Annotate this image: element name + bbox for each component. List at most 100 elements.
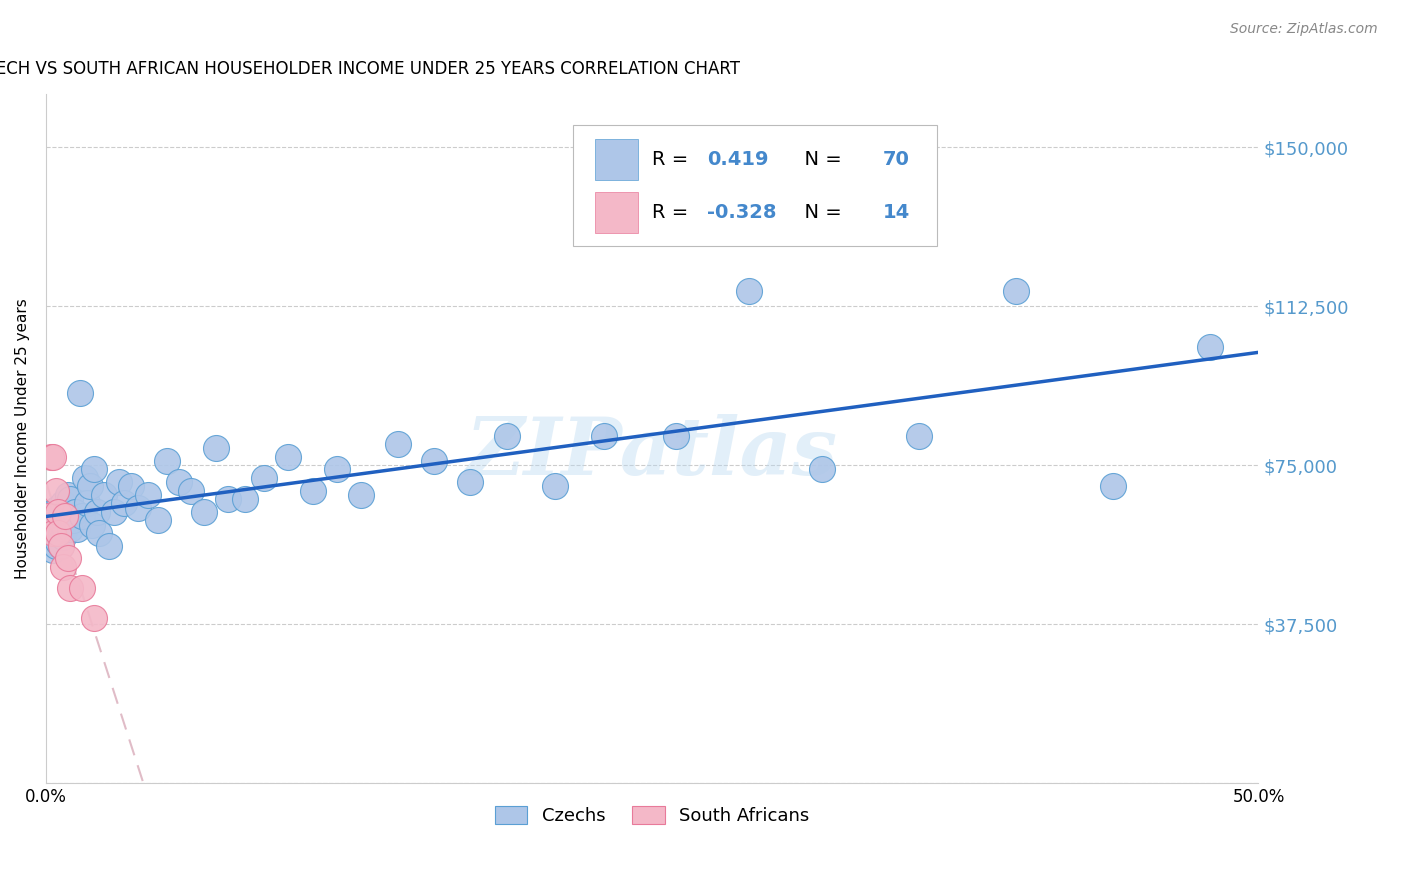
Point	[42, 526, 65, 541]
Point	[665, 428, 688, 442]
Point	[1102, 479, 1125, 493]
Point	[59, 581, 82, 595]
Point	[253, 471, 276, 485]
Point	[277, 450, 299, 464]
Point	[69, 386, 91, 401]
Point	[52, 496, 75, 510]
Point	[89, 526, 111, 541]
FancyBboxPatch shape	[595, 138, 638, 180]
FancyBboxPatch shape	[574, 126, 938, 246]
Point	[76, 496, 98, 510]
Point	[83, 462, 105, 476]
Point	[217, 492, 239, 507]
Point	[42, 543, 65, 558]
Point	[120, 479, 142, 493]
Point	[83, 611, 105, 625]
Point	[39, 534, 62, 549]
Point	[387, 437, 409, 451]
Point	[738, 285, 761, 299]
Point	[79, 479, 101, 493]
Point	[53, 509, 76, 524]
Point	[63, 505, 86, 519]
Point	[460, 475, 482, 490]
Point	[180, 483, 202, 498]
Text: 14: 14	[883, 202, 910, 222]
Point	[46, 500, 69, 515]
Point	[495, 428, 517, 442]
Point	[204, 442, 226, 456]
Point	[136, 488, 159, 502]
Legend: Czechs, South Africans: Czechs, South Africans	[488, 798, 817, 832]
Point	[46, 534, 69, 549]
Point	[49, 539, 72, 553]
Point	[423, 454, 446, 468]
Point	[80, 517, 103, 532]
Point	[127, 500, 149, 515]
Point	[39, 522, 62, 536]
Point	[49, 539, 72, 553]
Point	[49, 509, 72, 524]
Point	[156, 454, 179, 468]
Point	[72, 509, 94, 524]
Point	[59, 492, 82, 507]
Text: R =: R =	[652, 202, 695, 222]
Point	[45, 483, 67, 498]
Point	[86, 505, 108, 519]
Point	[93, 488, 115, 502]
Point	[45, 530, 67, 544]
Point	[193, 505, 215, 519]
Point	[46, 522, 69, 536]
Point	[53, 505, 76, 519]
Point	[56, 488, 79, 502]
Point	[233, 492, 256, 507]
Point	[45, 517, 67, 532]
Text: 70: 70	[883, 150, 910, 169]
Text: N =: N =	[792, 202, 848, 222]
Point	[1005, 285, 1028, 299]
Text: CZECH VS SOUTH AFRICAN HOUSEHOLDER INCOME UNDER 25 YEARS CORRELATION CHART: CZECH VS SOUTH AFRICAN HOUSEHOLDER INCOM…	[0, 60, 740, 78]
Text: N =: N =	[792, 150, 848, 169]
Point	[811, 462, 834, 476]
Point	[52, 560, 75, 574]
Point	[56, 551, 79, 566]
Point	[56, 509, 79, 524]
Point	[112, 496, 135, 510]
Point	[42, 450, 65, 464]
Point	[326, 462, 349, 476]
Point	[37, 509, 59, 524]
Point	[350, 488, 373, 502]
Point	[1199, 340, 1222, 354]
Point	[42, 505, 65, 519]
Point	[146, 513, 169, 527]
Text: -0.328: -0.328	[707, 202, 776, 222]
FancyBboxPatch shape	[595, 192, 638, 233]
Point	[908, 428, 931, 442]
Point	[72, 581, 94, 595]
Point	[62, 513, 84, 527]
Point	[52, 517, 75, 532]
Point	[103, 505, 125, 519]
Text: Source: ZipAtlas.com: Source: ZipAtlas.com	[1230, 22, 1378, 37]
Point	[107, 475, 129, 490]
Point	[301, 483, 323, 498]
Text: R =: R =	[652, 150, 695, 169]
Point	[73, 471, 96, 485]
Point	[169, 475, 191, 490]
Point	[59, 522, 82, 536]
Point	[49, 526, 72, 541]
Y-axis label: Householder Income Under 25 years: Householder Income Under 25 years	[15, 298, 30, 579]
Text: ZIPatlas: ZIPatlas	[467, 414, 838, 491]
Point	[37, 509, 59, 524]
Point	[98, 539, 121, 553]
Point	[46, 526, 69, 541]
Point	[66, 522, 89, 536]
Point	[53, 522, 76, 536]
Text: 0.419: 0.419	[707, 150, 768, 169]
Point	[46, 505, 69, 519]
Point	[45, 539, 67, 553]
Point	[544, 479, 567, 493]
Point	[52, 530, 75, 544]
Point	[592, 428, 614, 442]
Point	[42, 526, 65, 541]
Point	[39, 450, 62, 464]
